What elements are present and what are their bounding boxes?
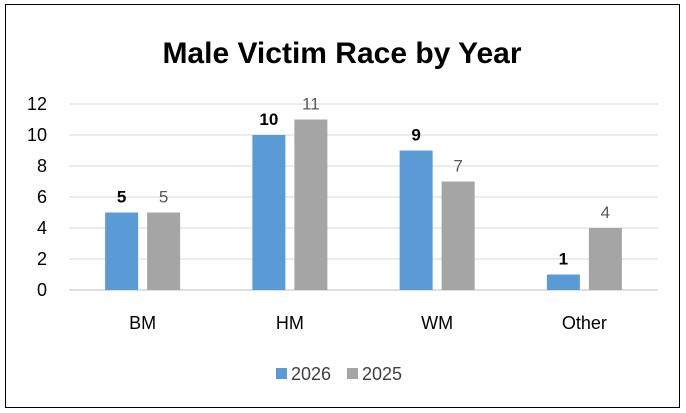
chart-title: Male Victim Race by Year <box>162 37 521 70</box>
bar-2026-WM <box>399 150 433 290</box>
category-label: Other <box>562 313 607 333</box>
bar-2026-Other <box>546 274 580 290</box>
category-label: BM <box>129 313 156 333</box>
y-tick-label: 0 <box>37 280 47 300</box>
category-label: HM <box>276 313 304 333</box>
legend: 2026 2025 <box>276 364 402 384</box>
bar-2025-BM <box>147 212 181 290</box>
bar-2026-HM <box>252 135 286 290</box>
y-tick-label: 6 <box>37 187 47 207</box>
data-label: 4 <box>601 203 610 222</box>
bar-2025-HM <box>294 119 328 290</box>
data-label: 11 <box>302 95 320 114</box>
legend-label: 2025 <box>362 364 402 384</box>
chart-frame <box>5 4 680 408</box>
y-tick-label: 2 <box>37 249 47 269</box>
y-tick-label: 4 <box>37 218 47 238</box>
bar-2025-WM <box>441 181 475 290</box>
data-label: 7 <box>453 157 462 176</box>
data-label: 10 <box>259 110 278 129</box>
legend-swatch <box>276 368 287 379</box>
legend-label: 2026 <box>291 364 331 384</box>
data-label: 5 <box>117 188 126 207</box>
bar-2026-BM <box>105 212 139 290</box>
x-axis-categories: BM HM WM Other <box>129 313 607 333</box>
y-tick-label: 12 <box>27 94 47 114</box>
y-tick-label: 8 <box>37 156 47 176</box>
data-label: 9 <box>411 126 420 145</box>
data-label: 1 <box>559 250 568 269</box>
y-tick-label: 10 <box>27 125 47 145</box>
bar-2025-Other <box>588 228 622 290</box>
data-labels: 5 5 10 11 9 7 1 4 <box>117 95 610 269</box>
category-label: WM <box>421 313 453 333</box>
data-label: 5 <box>159 188 168 207</box>
legend-swatch <box>347 368 358 379</box>
y-axis-ticks: 0 2 4 6 8 10 12 <box>27 94 47 300</box>
bars <box>105 119 622 290</box>
